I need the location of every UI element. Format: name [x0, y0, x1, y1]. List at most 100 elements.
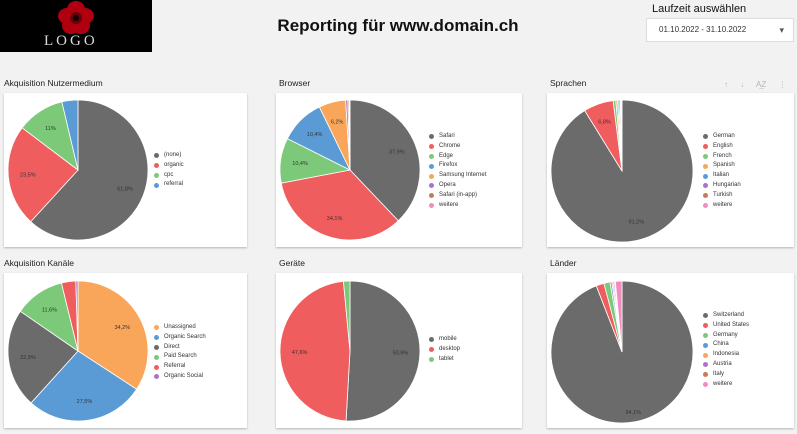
legend-item-indonesia[interactable]: Indonesia	[703, 350, 749, 360]
legend-dot-icon	[429, 144, 434, 150]
legend-label: Chrome	[439, 142, 461, 149]
date-range-value: 01.10.2022 - 31.10.2022	[659, 25, 747, 34]
pie-slice-organic-search[interactable]	[30, 350, 138, 422]
slice-label-mobile: 50,9%	[393, 350, 409, 356]
legend-dot-icon	[703, 193, 708, 199]
legend-item-referral[interactable]: Referral	[154, 362, 206, 372]
legend-item-germany[interactable]: Germany	[703, 331, 749, 341]
legend-dot-icon	[703, 144, 708, 150]
legend-item-organic-search[interactable]: Organic Search	[154, 333, 206, 343]
pie-chart-akquisition-kanaele: 34,2% 27,5% 22,9% 11,6%	[7, 280, 149, 422]
sort-az-icon[interactable]: A͢Z	[756, 80, 767, 89]
legend-dot-icon	[703, 183, 708, 189]
legend-item-spanish[interactable]: Spanish	[703, 161, 741, 171]
legend-item-tablet[interactable]: tablet	[429, 355, 460, 365]
pie-chart-geraete: 50,9% 47,6%	[279, 280, 421, 422]
legend-dot-icon	[154, 153, 159, 159]
legend-label: Direct	[164, 343, 180, 350]
legend-dot-icon	[154, 344, 159, 350]
legend-akquisition-kanaele: Unassigned Organic Search Direct Paid Searc…	[154, 323, 206, 382]
legend-item-direct[interactable]: Direct	[154, 343, 206, 353]
legend-dot-icon	[429, 202, 434, 208]
pie-slice-weitere[interactable]	[620, 99, 623, 172]
legend-browser: Safari Chrome Edge Firefox Samsung Internet O…	[429, 132, 486, 210]
legend-item-firefox[interactable]: Firefox	[429, 161, 486, 171]
legend-item-organic-social[interactable]: Organic Social	[154, 372, 206, 382]
page-title: Reporting für www.domain.ch	[277, 16, 519, 35]
legend-item-mobile[interactable]: mobile	[429, 335, 460, 345]
date-range-picker[interactable]: 01.10.2022 - 31.10.2022 ▾	[646, 18, 794, 42]
legend-item-weitere[interactable]: weitere	[429, 201, 486, 211]
pie-slice-chrome[interactable]	[280, 169, 399, 241]
legend-item-opera[interactable]: Opera	[429, 181, 486, 191]
pie-slice-referral[interactable]	[61, 99, 79, 171]
legend-dot-icon	[703, 173, 708, 179]
legend-item-weitere[interactable]: weitere	[703, 201, 741, 211]
legend-item-none[interactable]: (none)	[154, 151, 184, 161]
flower-logo-icon	[58, 1, 94, 34]
pie-slice-desktop[interactable]	[279, 280, 351, 422]
legend-dot-icon	[703, 202, 708, 208]
legend-item-referral[interactable]: referral	[154, 180, 184, 190]
legend-dot-icon	[703, 362, 708, 368]
pie-slice-organic[interactable]	[7, 127, 79, 223]
legend-item-samsung-internet[interactable]: Samsung Internet	[429, 171, 486, 181]
legend-item-turkish[interactable]: Turkish	[703, 191, 741, 201]
legend-dot-icon	[429, 163, 434, 169]
legend-item-switzerland[interactable]: Switzerland	[703, 311, 749, 321]
legend-item-safari-in-app[interactable]: Safari (in-app)	[429, 191, 486, 201]
legend-dot-icon	[429, 193, 434, 199]
slice-label-paid-search: 11,6%	[42, 307, 57, 313]
pie-slice-tablet[interactable]	[342, 280, 351, 352]
more-vert-icon[interactable]: ⋮	[778, 80, 787, 89]
legend-item-united-states[interactable]: United States	[703, 321, 749, 331]
legend-item-chrome[interactable]: Chrome	[429, 142, 486, 152]
legend-dot-icon	[154, 364, 159, 370]
legend-item-french[interactable]: French	[703, 152, 741, 162]
legend-dot-icon	[703, 342, 708, 348]
slice-label-switzerland: 94,1%	[625, 410, 641, 416]
legend-item-german[interactable]: German	[703, 132, 741, 142]
legend-item-hungarian[interactable]: Hungarian	[703, 181, 741, 191]
chart-card-laender: 94,1% Switzerland United States Germany Chi…	[547, 273, 794, 428]
pie-slice-mobile[interactable]	[345, 280, 421, 422]
legend-akquisition-nutzermedium: (none) organic cpc referral	[154, 151, 184, 190]
legend-label: weitere	[713, 201, 733, 208]
legend-dot-icon	[703, 153, 708, 159]
legend-item-italy[interactable]: Italy	[703, 370, 749, 380]
legend-label: weitere	[713, 380, 733, 387]
arrow-down-icon[interactable]: ↓	[740, 80, 745, 89]
legend-label: (none)	[164, 152, 182, 158]
pie-slice-organic-social[interactable]	[75, 280, 79, 352]
legend-label: French	[713, 152, 732, 159]
legend-item-cpc[interactable]: cpc	[154, 171, 184, 181]
chart-card-sprachen: 91,2% 6,8% German English French Spanish Ital…	[547, 93, 794, 247]
legend-dot-icon	[154, 354, 159, 360]
pie-chart-browser: 37,9% 34,1% 10,4% 10,4% 6,2%	[279, 99, 421, 241]
pie-slice-weitere[interactable]	[348, 99, 351, 171]
legend-item-organic[interactable]: organic	[154, 161, 184, 171]
legend-item-safari[interactable]: Safari	[429, 132, 486, 142]
legend-item-china[interactable]: China	[703, 340, 749, 350]
pie-chart-akquisition-nutzermedium: 61,8% 23,5% 11%	[7, 99, 149, 241]
legend-label: Switzerland	[713, 312, 745, 318]
date-range-label: Laufzeit auswählen	[652, 3, 747, 15]
logo: LOGO	[0, 0, 152, 52]
legend-item-desktop[interactable]: desktop	[429, 345, 460, 355]
pie-slice-direct[interactable]	[7, 310, 79, 404]
legend-item-unassigned[interactable]: Unassigned	[154, 323, 206, 333]
legend-item-edge[interactable]: Edge	[429, 152, 486, 162]
pie-slice-safari[interactable]	[349, 99, 421, 222]
legend-item-weitere[interactable]: weitere	[703, 380, 749, 390]
pie-slice-none[interactable]	[30, 99, 149, 241]
legend-dot-icon	[703, 332, 708, 338]
legend-item-english[interactable]: English	[703, 142, 741, 152]
legend-item-paid-search[interactable]: Paid Search	[154, 352, 206, 362]
legend-dot-icon	[429, 356, 434, 362]
legend-dot-icon	[429, 153, 434, 159]
legend-item-italian[interactable]: Italian	[703, 171, 741, 181]
pie-slice-weitere[interactable]	[614, 280, 623, 353]
arrow-up-icon[interactable]: ↑	[724, 80, 728, 89]
legend-item-austria[interactable]: Austria	[703, 360, 749, 370]
slice-label-english: 6,8%	[598, 119, 611, 125]
